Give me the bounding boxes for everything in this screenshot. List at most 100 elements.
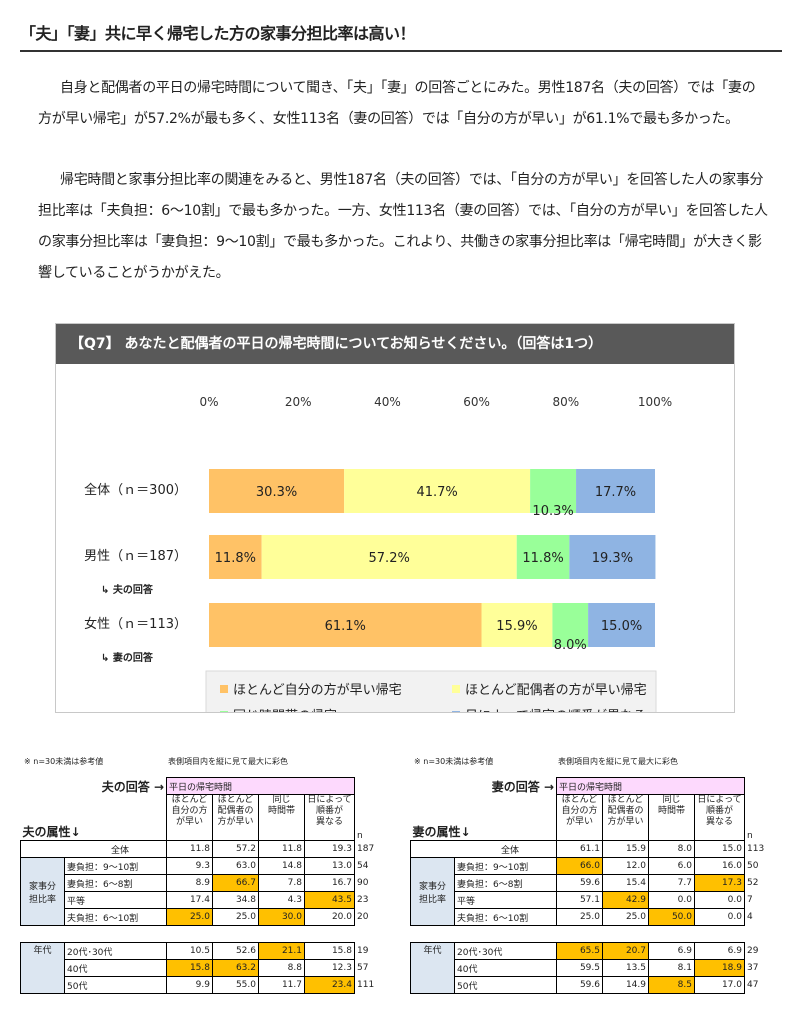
legend-label: ほとんど配偶者の方が早い帰宅	[465, 682, 647, 698]
category-sublabel: ↳ 夫の回答	[101, 583, 154, 596]
bar-segment	[569, 535, 656, 579]
n-cell: 37	[747, 963, 759, 973]
value-cell: 21.1	[258, 942, 305, 960]
crosstab-table: 夫の回答 → 平日の帰宅時間 夫の属性↓ ほとんど 自分の方 が早い ほとんど 配偶者の 方が早…	[20, 777, 377, 994]
row-label: 50代	[454, 976, 557, 994]
blank-cell	[355, 778, 377, 795]
group-label: 家事分 担比率	[20, 857, 65, 926]
value-cell: 42.9	[602, 891, 649, 909]
n-cell: 90	[357, 878, 369, 888]
value-cell: 7.7	[648, 874, 695, 892]
value-cell: 14.8	[258, 857, 305, 875]
value-cell: 17.3	[694, 874, 745, 892]
value-cell: 57.1	[556, 891, 603, 909]
value-cell: 15.4	[602, 874, 649, 892]
row-label: 全体	[410, 840, 557, 858]
value-cell: 66.0	[556, 857, 603, 875]
column-group-header: 平日の帰宅時間	[166, 777, 355, 795]
n-cell: 20	[357, 912, 369, 922]
value-cell: 8.9	[166, 874, 213, 892]
category-sublabel: ↳ 妻の回答	[101, 651, 154, 664]
value-cell: 12.0	[602, 857, 649, 875]
legend-swatch	[452, 711, 460, 719]
value-cell: 15.0	[694, 840, 745, 858]
value-cell: 16.0	[694, 857, 745, 875]
column-header: 日によって 順番が 異なる	[694, 794, 745, 841]
data-label: 11.8%	[522, 551, 563, 566]
bar-segment	[344, 469, 531, 513]
table-subheading: 妻の属性↓	[412, 825, 471, 839]
column-header: ほとんど 配偶者の 方が早い	[212, 794, 259, 841]
row-label: 妻負担：9〜10割	[64, 857, 167, 875]
value-cell: 7.8	[258, 874, 305, 892]
data-label: 30.3%	[256, 485, 297, 500]
n-cell: 50	[747, 861, 759, 871]
row-label: 40代	[454, 959, 557, 977]
value-cell: 55.0	[212, 976, 259, 994]
spacer	[411, 926, 767, 943]
value-cell: 11.8	[166, 840, 213, 858]
data-label: 61.1%	[325, 619, 366, 634]
n-cell: 52	[747, 878, 759, 888]
legend-label: 日によって帰宅の順番が異なる	[465, 708, 646, 712]
table-heading: 夫の回答 →	[101, 779, 164, 794]
crosstab-table: 妻の回答 → 平日の帰宅時間 妻の属性↓ ほとんど 自分の方 が早い ほとんど 配偶者の 方が早…	[410, 777, 767, 994]
value-cell: 43.5	[304, 891, 355, 909]
row-label: 40代	[64, 959, 167, 977]
value-cell: 9.9	[166, 976, 213, 994]
data-label: 10.3%	[532, 504, 573, 519]
value-cell: 15.8	[304, 942, 355, 960]
data-label: 15.9%	[496, 619, 537, 634]
n-cell: 54	[357, 861, 369, 871]
value-cell: 8.5	[648, 976, 695, 994]
data-label: 8.0%	[554, 638, 587, 653]
bar-segment	[209, 603, 482, 647]
column-header: 同じ 時間帯	[648, 794, 695, 841]
n-cell: 19	[357, 946, 369, 956]
row-label: 20代･30代	[64, 942, 167, 960]
legend-swatch	[220, 685, 228, 693]
row-label: 20代･30代	[454, 942, 557, 960]
category-label: 女性（ｎ＝113）	[84, 616, 187, 632]
legend-swatch	[452, 685, 460, 693]
n-cell: 29	[747, 946, 759, 956]
bar-segment	[588, 603, 655, 647]
bar-segment	[516, 535, 570, 579]
data-label: 17.7%	[595, 485, 636, 500]
n-header: n	[747, 830, 753, 841]
data-label: 41.7%	[416, 485, 457, 500]
value-cell: 50.0	[648, 908, 695, 926]
row-label: 妻負担：9〜10割	[454, 857, 557, 875]
value-cell: 52.6	[212, 942, 259, 960]
chart-title: 【Q7】 あなたと配偶者の平日の帰宅時間についてお知らせください。（回答は1つ）	[56, 324, 734, 364]
value-cell: 25.0	[212, 908, 259, 926]
n-header: n	[357, 830, 363, 841]
bar-segment	[261, 535, 517, 579]
chart-panel: 【Q7】 あなたと配偶者の平日の帰宅時間についてお知らせください。（回答は1つ）…	[55, 323, 735, 730]
legend-label: ほとんど自分の方が早い帰宅	[233, 682, 402, 698]
value-cell: 34.8	[212, 891, 259, 909]
row-label: 平等	[454, 891, 557, 909]
n-cell: 4	[747, 912, 753, 922]
row-label: 妻負担：6〜8割	[454, 874, 557, 892]
x-tick-label: 0%	[199, 395, 218, 409]
data-label: 11.8%	[215, 551, 256, 566]
n-cell: 7	[747, 895, 753, 905]
row-label: 50代	[64, 976, 167, 994]
category-label: 全体（ｎ＝300）	[84, 482, 187, 498]
column-header: ほとんど 自分の方 が早い	[166, 794, 213, 841]
value-cell: 8.0	[648, 840, 695, 858]
category-label: 男性（ｎ＝187）	[84, 549, 187, 564]
reference-note: ※ n=30未満は参考値	[414, 757, 494, 766]
legend-swatch	[220, 711, 228, 719]
value-cell: 17.4	[166, 891, 213, 909]
value-cell: 11.8	[258, 840, 305, 858]
value-cell: 0.0	[694, 891, 745, 909]
paragraph-2: 帰宅時間と家事分担比率の関連をみると、男性187名（夫の回答）では、「自分の方が…	[38, 172, 768, 281]
value-cell: 61.1	[556, 840, 603, 858]
data-label: 57.2%	[369, 551, 410, 566]
x-tick-label: 100%	[638, 395, 672, 409]
row-label: 妻負担：6〜8割	[64, 874, 167, 892]
row-label: 全体	[20, 840, 167, 858]
column-header: 日によって 順番が 異なる	[304, 794, 355, 841]
